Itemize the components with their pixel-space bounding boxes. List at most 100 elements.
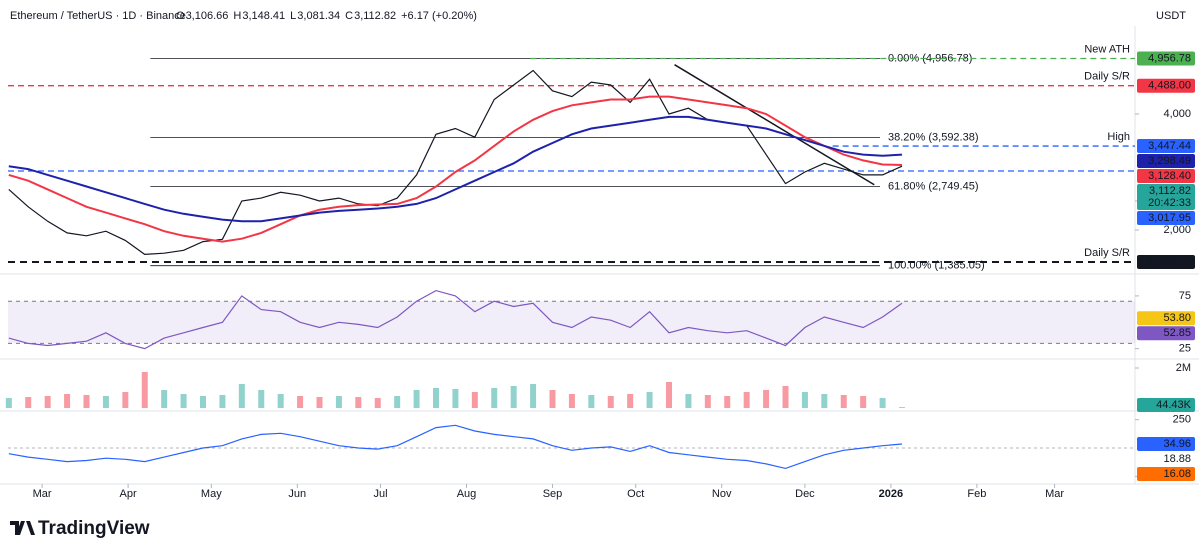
- rsi-line: [8, 289, 903, 350]
- price-label-box: [1137, 139, 1195, 154]
- volume-bar: [432, 388, 439, 408]
- volume-bar: [394, 396, 401, 408]
- price-label: 4,956.78: [1148, 52, 1191, 64]
- volume-bar: [355, 397, 362, 408]
- volume-bar: [180, 394, 187, 408]
- price-label: 16.08: [1163, 468, 1191, 480]
- x-tick-label: Aug: [457, 488, 477, 500]
- price-label: 53.80: [1163, 312, 1191, 324]
- volume-bar: [821, 394, 828, 408]
- y-tick-label: 4,000: [1163, 108, 1191, 120]
- level-annotation: Daily S/R: [1084, 247, 1130, 259]
- x-tick-label: Sep: [543, 488, 563, 500]
- price-label-box: [1137, 437, 1195, 452]
- price-label: 44.43K: [1156, 399, 1192, 411]
- volume-bar: [238, 384, 245, 408]
- volume-bar: [277, 394, 284, 408]
- price-label-box: [1137, 211, 1195, 226]
- y-tick-label: 2,000: [1163, 224, 1191, 236]
- volume-bar: [646, 392, 653, 408]
- price-label-box: [1137, 452, 1195, 467]
- level-annotation: High: [1107, 131, 1130, 143]
- price-label-box: [1137, 398, 1195, 412]
- macd-line: [8, 424, 903, 470]
- ohlc-value: 3,081.34: [297, 10, 340, 22]
- y-tick-label: 75: [1179, 290, 1191, 302]
- price-label-box: [1137, 78, 1195, 93]
- x-tick-label: Mar: [33, 488, 52, 500]
- price-label: 3,298.49: [1148, 155, 1191, 167]
- volume-bar: [763, 390, 770, 408]
- volume-bar: [879, 398, 886, 408]
- symbol-title: Ethereum / TetherUS · 1D · Binance: [10, 10, 186, 22]
- volume-bar: [568, 394, 575, 408]
- level-annotation: New ATH: [1084, 43, 1130, 55]
- x-tick-label: Jun: [288, 488, 306, 500]
- volume-bar: [860, 396, 867, 408]
- currency: USDT: [1156, 10, 1186, 22]
- volume-bar: [510, 386, 517, 408]
- price-label-box: [1137, 467, 1195, 482]
- volume-bar: [607, 396, 614, 408]
- price-label-box: [1137, 254, 1195, 269]
- volume-bar: [83, 395, 90, 408]
- volume-bar: [491, 388, 498, 408]
- volume-bar: [530, 384, 537, 408]
- volume-bar: [141, 372, 148, 408]
- rsi-band: [8, 301, 1135, 344]
- x-tick-label: Oct: [627, 488, 644, 500]
- price-label: 18.88: [1163, 453, 1191, 465]
- volume-bar: [743, 392, 750, 408]
- price-label: 34.96: [1163, 438, 1191, 450]
- volume-bar: [374, 398, 381, 408]
- volume-bar: [219, 395, 226, 408]
- volume-bar: [452, 389, 459, 408]
- ohlc-value: 3,106.66: [186, 10, 229, 22]
- volume-bar: [627, 394, 634, 408]
- ohlc-key: L: [290, 10, 296, 22]
- price-label: 3,128.40: [1148, 170, 1191, 182]
- level-annotation: Daily S/R: [1084, 71, 1130, 83]
- x-tick-label: May: [201, 488, 222, 500]
- volume-bar: [161, 390, 168, 408]
- x-tick-label: Dec: [795, 488, 815, 500]
- y-tick-label: 2M: [1176, 362, 1191, 374]
- logo-mark: [10, 521, 35, 535]
- ohlc-key: C: [345, 10, 353, 22]
- trendline: [674, 64, 875, 186]
- volume-bar: [297, 396, 304, 408]
- volume-bar: [840, 395, 847, 408]
- volume-bar: [44, 396, 51, 408]
- fib-label: 38.20% (3,592.38): [888, 132, 979, 144]
- volume-bar: [199, 396, 206, 408]
- price-change: +6.17 (+0.20%): [401, 10, 477, 22]
- volume-bar: [122, 392, 129, 408]
- ohlc-value: 3,148.41: [242, 10, 285, 22]
- volume-bar: [685, 394, 692, 408]
- volume-bar: [471, 392, 478, 408]
- volume-bar: [316, 397, 323, 408]
- price-label-box: [1137, 154, 1195, 169]
- x-tick-label: 2026: [879, 488, 903, 500]
- price-line: [8, 69, 903, 256]
- volume-bar: [64, 394, 71, 408]
- ohlc-value: 3,112.82: [354, 10, 396, 22]
- price-label-box: [1137, 169, 1195, 184]
- moving-average: [8, 115, 903, 223]
- y-tick-label: 250: [1173, 414, 1191, 426]
- price-label: 3,447.44: [1148, 140, 1191, 152]
- volume-bar: [782, 386, 789, 408]
- volume-bar: [335, 396, 342, 408]
- volume-bar: [5, 398, 12, 408]
- volume-bar: [413, 390, 420, 408]
- volume-bar: [704, 395, 711, 408]
- logo: TradingView: [10, 518, 150, 539]
- volume-bar: [801, 392, 808, 408]
- price-label: 3,017.95: [1148, 212, 1191, 224]
- volume-bar: [898, 407, 905, 408]
- price-label-box: [1137, 311, 1195, 326]
- x-tick-label: Nov: [712, 488, 732, 500]
- countdown: 20:42:33: [1148, 197, 1191, 209]
